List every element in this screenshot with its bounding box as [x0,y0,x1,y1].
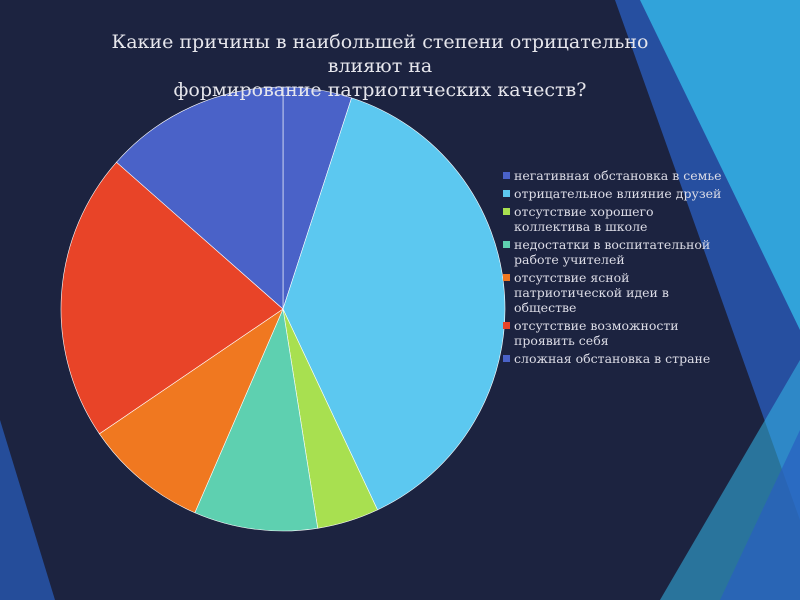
decor-triangle-lower-dark [720,430,800,600]
legend-item: отсутствие возможности проявить себя [503,318,728,348]
legend-label: отрицательное влияние друзей [514,186,722,201]
pie-slice [60,161,284,435]
legend-swatch [503,172,510,179]
chart-title-line-2: формирование патриотических качеств? [173,79,587,101]
chart-title-line-1: Какие причины в наибольшей степени отриц… [111,31,649,77]
decor-triangle-light [640,0,800,330]
legend-swatch [503,208,510,215]
legend-item: негативная обстановка в семье [503,168,728,183]
legend-label: негативная обстановка в семье [514,168,722,183]
pie-slice [116,86,284,310]
legend-item: отсутствие ясной патриотической идеи в о… [503,270,728,315]
legend-item: недостатки в воспитательной работе учите… [503,237,728,267]
pie-chart [60,86,506,532]
chart-legend: негативная обстановка в семье отрицатель… [503,168,728,369]
legend-item: отсутствие хорошего коллектива в школе [503,204,728,234]
chart-title: Какие причины в наибольшей степени отриц… [80,30,680,102]
legend-swatch [503,241,510,248]
pie-slice [194,307,319,532]
legend-label: отсутствие возможности проявить себя [514,318,679,348]
legend-swatch [503,274,510,281]
legend-label: отсутствие хорошего коллектива в школе [514,204,654,234]
legend-item: сложная обстановка в стране [503,351,728,366]
legend-label: сложная обстановка в стране [514,351,711,366]
legend-label: отсутствие ясной патриотической идеи в о… [514,270,669,315]
decor-triangle-left [0,420,55,600]
legend-label: недостатки в воспитательной работе учите… [514,237,711,267]
legend-item: отрицательное влияние друзей [503,186,728,201]
pie-slice [98,308,284,514]
legend-swatch [503,355,510,362]
legend-swatch [503,322,510,329]
legend-swatch [503,190,510,197]
pie-slice [282,97,506,511]
